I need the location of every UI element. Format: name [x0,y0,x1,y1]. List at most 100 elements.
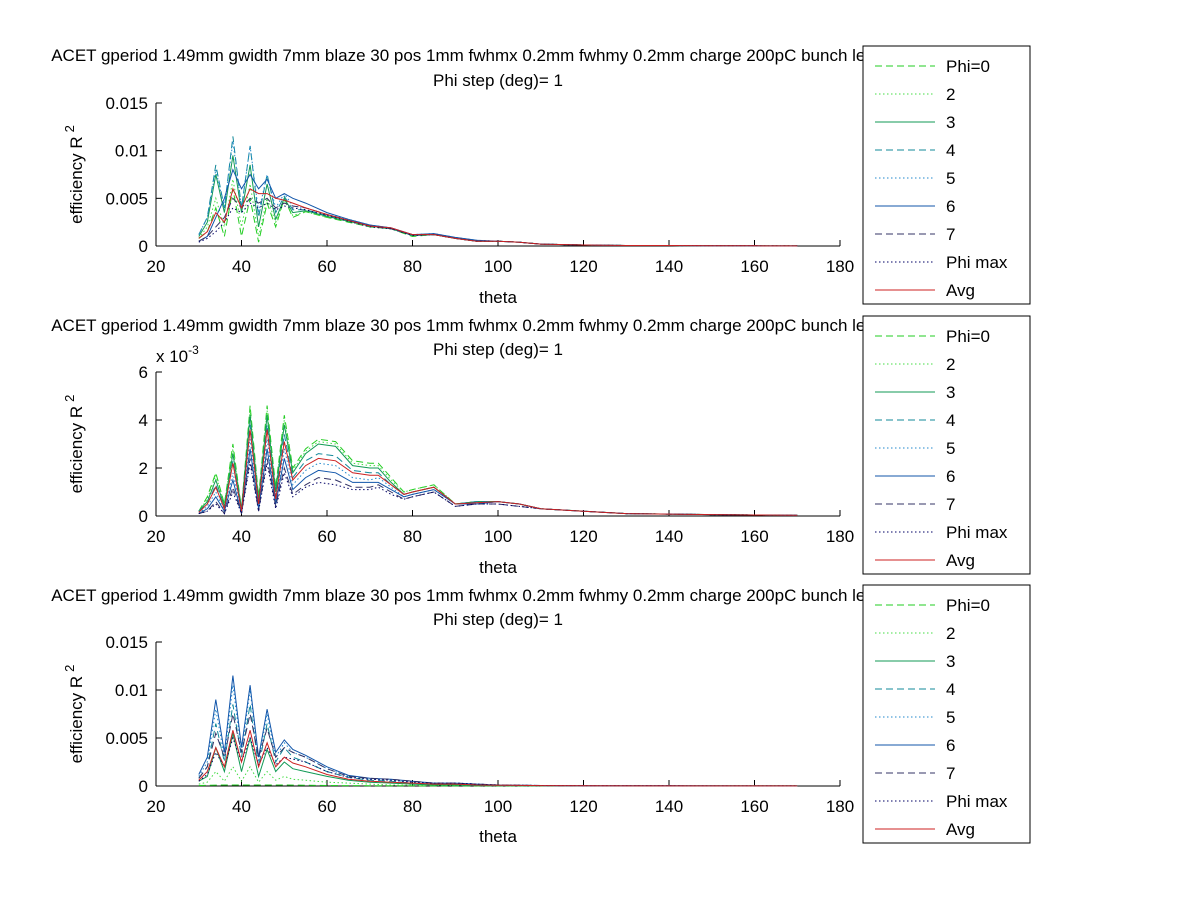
x-tick-label: 20 [147,797,166,816]
y-tick-label: 0.005 [105,189,148,208]
legend-entry-label: 5 [946,439,955,458]
series-line-4 [198,136,798,247]
x-tick-label: 120 [569,257,597,276]
legend-entry-label: 6 [946,467,955,486]
legend-entry-label: 5 [946,169,955,188]
y-exponent-sup: -3 [188,343,199,357]
legend-entry-label: 4 [946,411,955,430]
y-tick-label: 4 [139,411,148,430]
series-line-2 [198,179,798,247]
legend-entry-label: Avg [946,551,975,570]
y-tick-label: 2 [139,459,148,478]
x-tick-label: 40 [232,527,251,546]
y-tick-label: 6 [139,363,148,382]
y-tick-label: 0.01 [115,681,148,700]
y-axis-label-sup: 2 [62,665,77,672]
x-axis-label: theta [479,288,517,307]
series-line-9 [198,187,798,247]
series-line-1 [198,188,798,247]
series-line-5 [198,685,798,787]
legend-entry-label: 5 [946,708,955,727]
legend-entry-label: 7 [946,764,955,783]
legend-entry-label: 3 [946,383,955,402]
legend-entry-label: Avg [946,281,975,300]
x-tick-label: 140 [655,527,683,546]
series-line-4 [198,424,798,516]
x-tick-label: 120 [569,527,597,546]
y-axis-label: efficiency R2 [62,395,86,494]
x-tick-label: 160 [740,527,768,546]
x-tick-label: 180 [826,257,854,276]
series-line-9 [198,730,798,787]
legend-box [862,584,1031,844]
x-axis-label: theta [479,558,517,577]
y-exponent-label: x 10-3 [156,343,199,366]
legend-entry-label: Phi=0 [946,596,990,615]
x-tick-label: 100 [484,257,512,276]
legend: Phi=0 2 3 4 5 6 7 Phi max Avg [862,315,1031,575]
legend-entry-label: Phi max [946,792,1008,811]
x-tick-label: 80 [403,527,422,546]
legend-entry-label: 2 [946,624,955,643]
chart-subtitle: Phi step (deg)= 1 [433,71,563,90]
legend-entry-label: Phi=0 [946,57,990,76]
legend-entry-label: 6 [946,736,955,755]
series-line-8 [198,463,798,516]
legend-entry-label: Phi max [946,253,1008,272]
chart-subtitle: Phi step (deg)= 1 [433,340,563,359]
plot-area [198,405,798,516]
legend-entry-label: 4 [946,141,955,160]
chart-panel-1: ACET gperiod 1.49mm gwidth 7mm blaze 30 … [51,45,1031,307]
y-axis-label-sup: 2 [62,125,77,132]
y-tick-label: 0.015 [105,633,148,652]
chart-panel-2: ACET gperiod 1.49mm gwidth 7mm blaze 30 … [51,315,1031,577]
series-line-6 [198,675,798,787]
x-tick-label: 80 [403,257,422,276]
series-line-5 [198,141,798,247]
y-tick-label: 0.01 [115,142,148,161]
x-tick-label: 160 [740,797,768,816]
legend-entry-label: 6 [946,197,955,216]
x-tick-label: 60 [318,797,337,816]
plot-area [198,675,798,787]
y-tick-label: 0 [139,777,148,796]
x-tick-label: 40 [232,797,251,816]
x-tick-label: 160 [740,257,768,276]
legend-entry-label: Avg [946,820,975,839]
chart-subtitle: Phi step (deg)= 1 [433,610,563,629]
series-line-2 [198,410,798,516]
plot-area [198,136,798,247]
x-tick-label: 60 [318,527,337,546]
y-axis-label: efficiency R2 [62,665,86,764]
legend-entry-label: 4 [946,680,955,699]
chart-title: ACET gperiod 1.49mm gwidth 7mm blaze 30 … [51,316,945,335]
legend-entry-label: 7 [946,225,955,244]
chart-title: ACET gperiod 1.49mm gwidth 7mm blaze 30 … [51,586,945,605]
series-line-8 [198,202,798,247]
y-axis-label-sup: 2 [62,395,77,402]
x-tick-label: 140 [655,257,683,276]
series-line-7 [198,458,798,516]
x-tick-label: 180 [826,797,854,816]
y-tick-label: 0 [139,507,148,526]
legend-entry-label: 7 [946,495,955,514]
legend-box [862,45,1031,305]
x-tick-label: 140 [655,797,683,816]
y-tick-label: 0.015 [105,94,148,113]
chart-title: ACET gperiod 1.49mm gwidth 7mm blaze 30 … [51,46,945,65]
x-tick-label: 180 [826,527,854,546]
x-tick-label: 100 [484,797,512,816]
x-tick-label: 20 [147,527,166,546]
legend-entry-label: 3 [946,652,955,671]
x-tick-label: 40 [232,257,251,276]
y-axis-label: efficiency R2 [62,125,86,224]
series-line-9 [198,429,798,516]
x-tick-label: 100 [484,527,512,546]
x-tick-label: 120 [569,797,597,816]
y-tick-label: 0 [139,237,148,256]
series-line-3 [198,155,798,247]
x-tick-label: 20 [147,257,166,276]
x-tick-label: 60 [318,257,337,276]
x-axis-label: theta [479,827,517,846]
